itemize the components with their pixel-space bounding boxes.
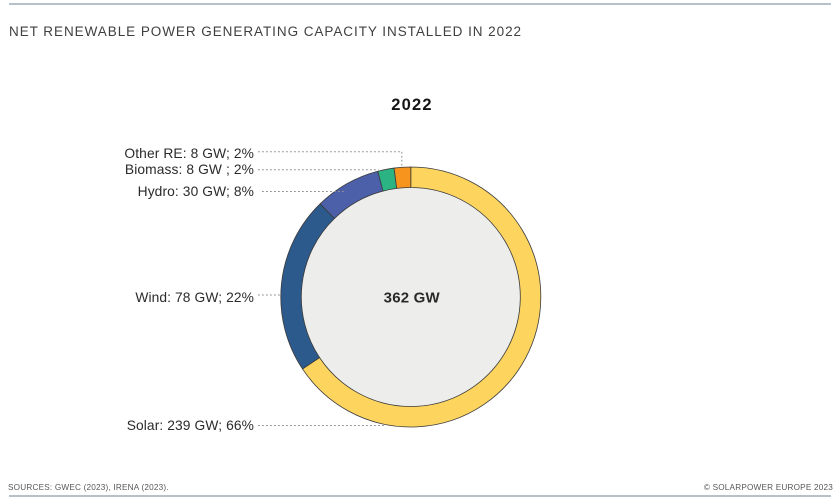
svg-text:362 GW: 362 GW (384, 290, 441, 307)
